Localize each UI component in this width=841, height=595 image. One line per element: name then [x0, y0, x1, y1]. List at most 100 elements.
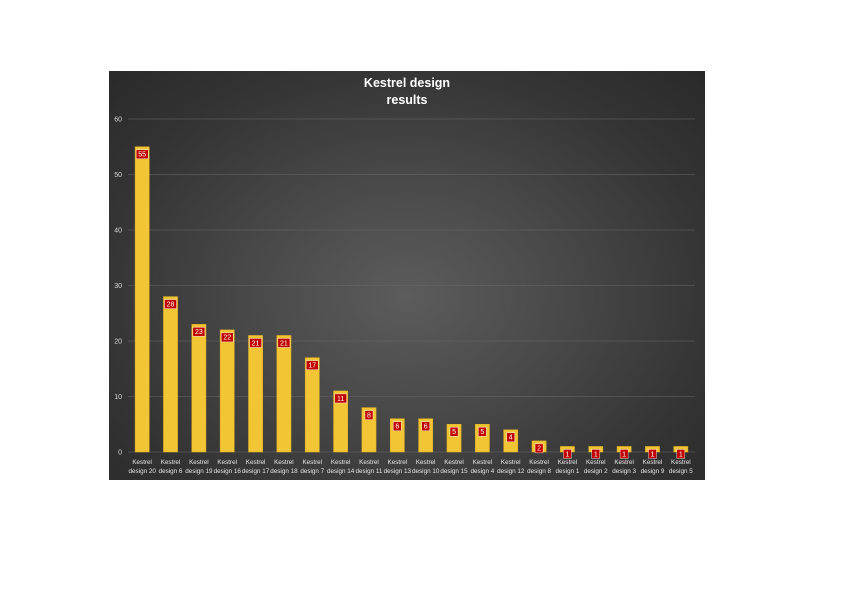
data-label: 1 — [622, 451, 626, 458]
x-tick-label: design 3 — [612, 468, 636, 475]
y-tick-label: 10 — [114, 394, 122, 401]
x-tick-label: design 18 — [270, 468, 298, 475]
x-tick-label: Kestrel — [473, 459, 493, 466]
x-tick-label: design 16 — [214, 468, 242, 475]
data-label: 6 — [424, 424, 428, 431]
data-label: 1 — [651, 451, 655, 458]
x-tick-label: Kestrel — [558, 459, 578, 466]
data-label-box — [249, 338, 262, 348]
data-label-box — [192, 327, 206, 337]
x-tick-label: Kestrel — [359, 459, 379, 466]
x-tick-label: Kestrel — [614, 459, 634, 466]
x-tick-label: Kestrel — [388, 459, 408, 466]
data-label-box — [135, 149, 149, 159]
x-tick-label: design 11 — [356, 468, 383, 475]
data-label: 1 — [594, 451, 598, 458]
x-tick-label: Kestrel — [302, 459, 322, 466]
bar — [191, 324, 207, 453]
y-tick-label: 50 — [114, 172, 122, 179]
y-tick-label: 60 — [114, 117, 122, 124]
data-label: 1 — [565, 451, 569, 458]
data-label: 21 — [280, 340, 288, 347]
data-label-box — [221, 332, 234, 343]
data-label: 5 — [480, 429, 484, 436]
bar — [248, 335, 263, 453]
x-tick-label: design 1 — [556, 468, 580, 475]
x-tick-label: design 6 — [159, 468, 183, 475]
x-tick-label: Kestrel — [416, 459, 436, 466]
data-label: 55 — [138, 152, 146, 159]
x-tick-label: Kestrel — [331, 459, 351, 466]
data-label: 21 — [252, 340, 260, 347]
data-label-box — [334, 393, 347, 404]
x-tick-label: Kestrel — [529, 459, 549, 466]
x-tick-label: Kestrel — [132, 459, 152, 466]
x-tick-label: Kestrel — [161, 459, 181, 466]
data-label: 28 — [167, 301, 175, 308]
y-tick-label: 30 — [114, 283, 122, 290]
bar — [219, 329, 235, 453]
x-tick-label: design 14 — [327, 468, 355, 475]
x-tick-label: design 10 — [412, 468, 440, 475]
x-tick-label: design 4 — [470, 468, 494, 475]
x-tick-label: Kestrel — [444, 459, 464, 466]
bar — [333, 390, 348, 453]
bar — [163, 296, 178, 453]
x-tick-label: Kestrel — [586, 459, 606, 466]
data-label-box — [277, 338, 291, 348]
data-label-box — [393, 421, 402, 431]
x-tick-label: Kestrel — [501, 459, 521, 466]
chart-title: Kestrel design results — [109, 75, 705, 109]
data-label-box — [364, 410, 374, 420]
x-tick-label: Kestrel — [274, 459, 294, 466]
data-label-box — [478, 427, 487, 437]
x-tick-label: design 19 — [185, 468, 213, 475]
data-label: 11 — [337, 396, 344, 403]
x-tick-label: Kestrel — [246, 459, 266, 466]
data-label: 2 — [537, 446, 541, 453]
y-tick-label: 20 — [114, 339, 122, 346]
x-tick-label: Kestrel — [189, 459, 209, 466]
x-tick-label: design 7 — [300, 468, 324, 475]
data-label: 8 — [367, 412, 371, 419]
y-tick-label: 0 — [118, 450, 122, 457]
x-tick-label: design 13 — [384, 468, 412, 475]
x-tick-label: Kestrel — [643, 459, 663, 466]
x-tick-label: design 5 — [669, 468, 693, 475]
x-tick-label: design 20 — [129, 468, 157, 475]
x-tick-label: design 8 — [527, 468, 551, 475]
x-tick-label: design 2 — [584, 468, 608, 475]
data-label: 22 — [223, 335, 231, 342]
x-tick-label: design 9 — [641, 468, 665, 475]
data-label-box — [676, 449, 686, 459]
data-label-box — [648, 449, 657, 459]
chart-title-line-1: Kestrel design — [363, 76, 451, 90]
data-label: 5 — [452, 429, 456, 436]
y-tick-label: 40 — [114, 228, 122, 235]
bar — [134, 146, 150, 453]
data-label-box — [421, 421, 430, 431]
x-tick-label: design 15 — [440, 468, 468, 475]
data-label-box — [619, 449, 629, 459]
data-label-box — [506, 432, 515, 442]
chart-title-line-2: results — [386, 93, 428, 107]
x-tick-label: design 17 — [242, 468, 270, 475]
x-tick-label: Kestrel — [217, 459, 237, 466]
data-label-box — [449, 427, 459, 437]
x-tick-label: design 12 — [497, 468, 525, 475]
bar — [304, 357, 320, 453]
data-label: 6 — [395, 424, 399, 431]
data-label: 4 — [509, 435, 513, 442]
data-label-box — [563, 449, 572, 459]
x-tick-label: Kestrel — [671, 459, 691, 466]
data-label-box — [306, 360, 319, 370]
data-label: 1 — [679, 451, 683, 458]
data-label: 17 — [308, 362, 316, 369]
data-label: 23 — [195, 329, 203, 336]
data-label-box — [591, 449, 600, 459]
bar — [276, 335, 292, 453]
data-label-box — [534, 443, 544, 454]
data-label-box — [164, 299, 177, 309]
chart-area: Kestrel design results 0 10 20 30 40 50 60 55 Ke… — [109, 71, 705, 480]
